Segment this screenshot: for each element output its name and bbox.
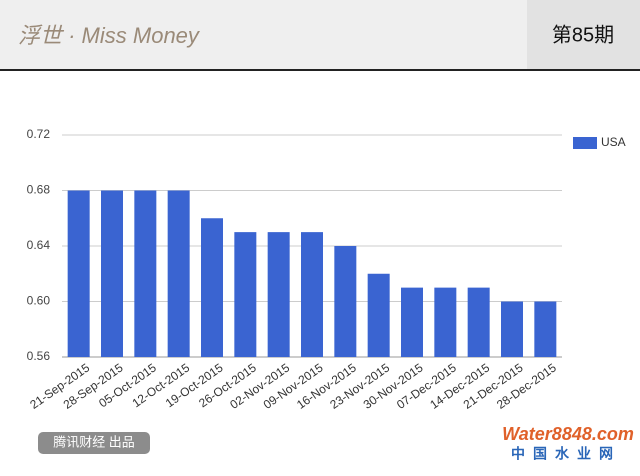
bar (234, 232, 257, 357)
bar (301, 232, 323, 357)
header-title: 浮世 · Miss Money (18, 23, 201, 48)
credit: 腾讯财经 出品 (53, 434, 135, 449)
bar (101, 190, 123, 357)
y-tick-label: 0.64 (27, 238, 51, 252)
bar (534, 301, 557, 357)
y-tick-label: 0.60 (27, 294, 51, 308)
bar (434, 287, 457, 357)
chart: 0.560.600.640.680.7221-Sep-201528-Sep-20… (27, 127, 626, 412)
bar (334, 246, 357, 357)
bar (167, 190, 190, 357)
y-tick-label: 0.68 (27, 183, 51, 197)
y-tick-label: 0.56 (27, 349, 51, 363)
issue-label: 第85期 (552, 23, 614, 46)
bar (134, 190, 157, 357)
bar (501, 301, 523, 357)
legend-swatch (573, 137, 597, 149)
credit-box (38, 432, 150, 454)
watermark-sub: 中国水业网 (511, 446, 621, 462)
bar (201, 218, 223, 357)
watermark: Water8848.com (502, 424, 634, 444)
bar (267, 232, 290, 357)
bar (367, 273, 390, 357)
y-tick-label: 0.72 (27, 127, 51, 141)
bar (401, 287, 423, 357)
bar (67, 190, 90, 357)
bar (467, 287, 490, 357)
issue-box (527, 0, 640, 70)
legend-label: USA (601, 135, 626, 149)
